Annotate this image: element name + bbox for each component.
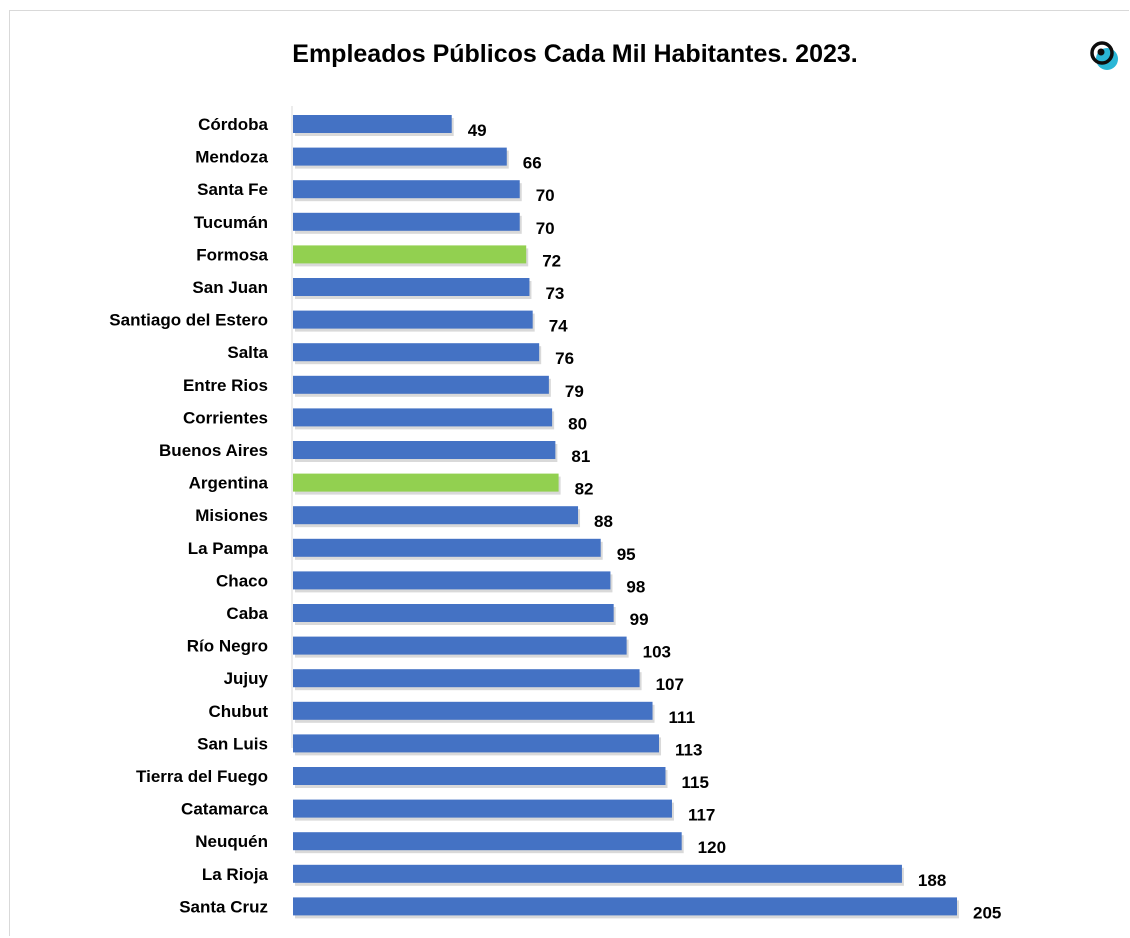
data-label: 79 [565, 382, 584, 401]
data-label: 70 [536, 186, 555, 205]
bar-santiago-del-estero [293, 310, 533, 329]
data-label: 98 [626, 577, 645, 596]
category-label: Caba [226, 604, 268, 623]
category-label: Neuquén [195, 832, 268, 851]
category-label: Santiago del Estero [109, 311, 268, 330]
data-label: 188 [918, 871, 946, 890]
data-label: 88 [594, 512, 613, 531]
chart-title: Empleados Públicos Cada Mil Habitantes. … [292, 40, 858, 68]
bar-san-luis [293, 734, 660, 753]
bar-catamarca [293, 799, 672, 818]
bar-chubut [293, 701, 653, 720]
category-label: San Juan [192, 278, 268, 297]
category-label: Santa Fe [197, 180, 268, 199]
data-label: 117 [688, 806, 715, 825]
category-label: Corrientes [183, 408, 268, 427]
data-label: 120 [698, 838, 726, 857]
data-label: 107 [656, 675, 684, 694]
category-label: Formosa [196, 245, 268, 264]
data-label: 70 [536, 219, 555, 238]
category-label: Entre Rios [183, 376, 268, 395]
category-label: Chaco [216, 571, 268, 590]
bar-córdoba [293, 115, 452, 133]
bar-mendoza [293, 147, 507, 166]
data-label: 66 [523, 154, 542, 173]
bar-buenos-aires [293, 441, 556, 459]
bar-la-pampa [293, 538, 601, 557]
data-label: 74 [549, 317, 568, 336]
bar-formosa [293, 245, 527, 264]
category-label: Jujuy [224, 669, 269, 688]
data-label: 80 [568, 414, 587, 433]
bar-corrientes [293, 408, 553, 427]
data-label: 49 [468, 121, 487, 140]
bar-entre-rios [293, 375, 549, 394]
bar-caba [293, 604, 614, 622]
target-logo-icon [1090, 41, 1118, 70]
bar-argentina [293, 473, 559, 492]
data-label: 95 [617, 545, 636, 564]
data-label: 81 [571, 447, 590, 466]
category-label: La Pampa [188, 539, 269, 558]
data-label: 115 [681, 773, 708, 792]
category-label: Argentina [189, 474, 269, 493]
data-label: 111 [669, 708, 696, 727]
data-label: 73 [545, 284, 564, 303]
data-label: 76 [555, 349, 574, 368]
bar-misiones [293, 506, 579, 525]
bar-santa-cruz [293, 897, 957, 916]
category-label: Mendoza [195, 148, 268, 167]
data-label: 72 [542, 251, 561, 270]
category-label: Tierra del Fuego [136, 767, 268, 786]
bar-chaco [293, 571, 611, 590]
category-label: Santa Cruz [179, 897, 268, 916]
bar-salta [293, 343, 540, 362]
bar-la-rioja [293, 864, 902, 883]
bar-tierra-del-fuego [293, 767, 666, 785]
category-label: Río Negro [187, 637, 268, 656]
category-label: Tucumán [194, 213, 268, 232]
data-label: 82 [575, 480, 594, 499]
data-label: 103 [643, 643, 671, 662]
category-label: La Rioja [202, 865, 269, 884]
chart-frame [9, 10, 1129, 936]
bar-jujuy [293, 669, 640, 688]
category-label: Catamarca [181, 800, 268, 819]
bar-neuquén [293, 832, 682, 851]
bar-río-negro [293, 636, 627, 655]
category-label: Salta [227, 343, 268, 362]
category-label: Córdoba [198, 115, 268, 134]
bar-tucumán [293, 212, 520, 231]
category-label: Chubut [209, 702, 269, 721]
category-label: San Luis [197, 734, 268, 753]
data-label: 205 [973, 903, 1001, 922]
data-label: 113 [675, 740, 702, 759]
bar-santa-fe [293, 180, 520, 199]
category-label: Misiones [195, 506, 268, 525]
category-label: Buenos Aires [159, 441, 268, 460]
bar-san-juan [293, 278, 530, 296]
data-label: 99 [630, 610, 649, 629]
